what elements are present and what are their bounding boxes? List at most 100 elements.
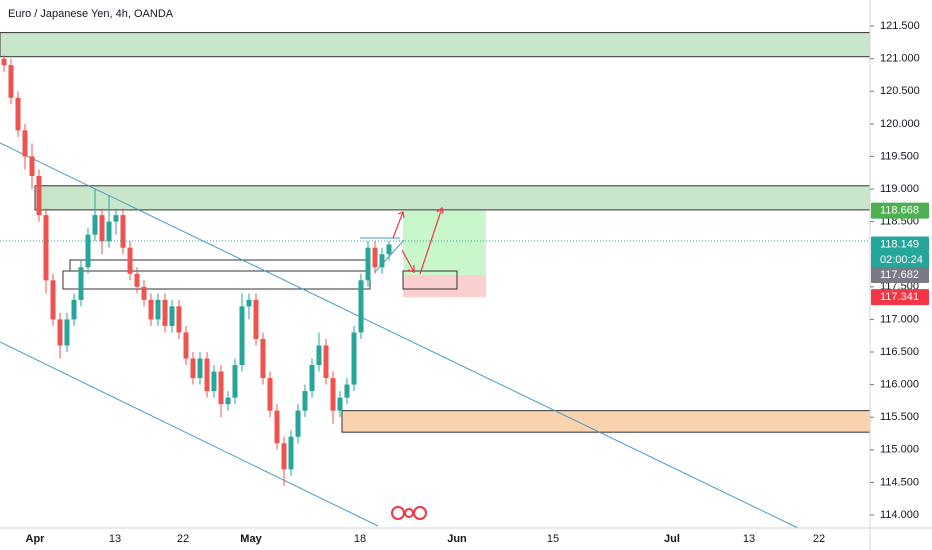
candle-body bbox=[183, 332, 189, 359]
price-tag-box bbox=[871, 202, 929, 219]
x-tick-label: May bbox=[240, 533, 262, 545]
candle-body bbox=[92, 215, 98, 235]
candle-body bbox=[169, 306, 175, 326]
candle-body bbox=[36, 176, 42, 216]
y-tick-label: 116.500 bbox=[880, 346, 919, 358]
arrow bbox=[419, 206, 444, 275]
candle-body bbox=[330, 378, 336, 411]
logo-ring bbox=[404, 508, 414, 518]
price-tag-label: 118.149 bbox=[880, 238, 919, 250]
candle-body bbox=[15, 97, 21, 131]
candle-body bbox=[64, 319, 70, 346]
price-tag-label: 117.682 bbox=[880, 269, 919, 281]
candle-body bbox=[162, 299, 168, 326]
y-tick-label: 114.000 bbox=[880, 509, 919, 521]
logo-ring bbox=[413, 506, 427, 520]
y-tick-label: 120.000 bbox=[880, 118, 920, 130]
x-tick-label: 15 bbox=[547, 533, 559, 545]
y-tick-label: 120.500 bbox=[880, 85, 920, 97]
candle-body bbox=[120, 215, 126, 248]
candle-body bbox=[50, 280, 56, 320]
price-tag-label: 117.341 bbox=[880, 291, 919, 303]
trend-line bbox=[0, 142, 799, 529]
candle-body bbox=[71, 299, 77, 320]
candle-body bbox=[197, 358, 203, 379]
y-tick-label: 119.000 bbox=[880, 183, 919, 195]
x-tick-label: 22 bbox=[177, 533, 189, 545]
candle-body bbox=[57, 319, 63, 346]
y-tick-label: 115.000 bbox=[880, 444, 919, 456]
candle-body bbox=[232, 365, 238, 398]
price-tag: 117.341 bbox=[871, 289, 929, 306]
candle-body bbox=[239, 306, 245, 366]
y-tick-label: 116.000 bbox=[880, 378, 919, 390]
candle-body bbox=[379, 254, 385, 268]
candle-body bbox=[85, 234, 91, 268]
logo bbox=[391, 506, 427, 520]
arrow bbox=[392, 211, 405, 239]
candle-body bbox=[309, 365, 315, 392]
candle-body bbox=[22, 130, 28, 157]
candle-body bbox=[260, 338, 266, 379]
x-tick-label: 18 bbox=[354, 533, 366, 545]
y-tick-label: 117.000 bbox=[880, 313, 919, 325]
price-tag-box bbox=[871, 266, 929, 283]
candle-body bbox=[351, 332, 357, 385]
candle-body bbox=[106, 221, 112, 242]
candle-body bbox=[267, 378, 273, 411]
candle-body bbox=[274, 410, 280, 444]
candle-body bbox=[302, 391, 308, 411]
zone bbox=[34, 185, 871, 211]
arrows bbox=[392, 206, 444, 275]
x-tick-label: 22 bbox=[813, 533, 825, 545]
candle-body bbox=[386, 244, 392, 255]
candle-body bbox=[211, 371, 217, 392]
candle-body bbox=[1, 58, 7, 66]
candle-body bbox=[141, 286, 147, 300]
candle-body bbox=[281, 443, 287, 470]
candle-body bbox=[99, 215, 105, 242]
arrow bbox=[401, 249, 415, 273]
candle-body bbox=[8, 65, 14, 98]
y-tick-label: 121.000 bbox=[880, 53, 920, 65]
price-tag: 117.682 bbox=[871, 266, 929, 283]
zone bbox=[403, 274, 486, 298]
y-tick-label: 115.500 bbox=[880, 411, 919, 423]
box-outline bbox=[402, 270, 458, 290]
candle-body bbox=[204, 358, 210, 392]
candle-body bbox=[127, 247, 133, 274]
candle-body bbox=[323, 345, 329, 379]
x-tick-label: 13 bbox=[109, 533, 121, 545]
candle-body bbox=[134, 273, 140, 287]
candle-body bbox=[78, 267, 84, 300]
candle-body bbox=[253, 299, 259, 339]
candle-body bbox=[365, 247, 371, 281]
candle-body bbox=[225, 397, 231, 405]
x-tick-label: Apr bbox=[26, 533, 46, 545]
candle-body bbox=[218, 371, 224, 405]
x-tick-label: 13 bbox=[743, 533, 755, 545]
candle-body bbox=[29, 156, 35, 176]
box-outline bbox=[62, 270, 371, 290]
candle-body bbox=[190, 358, 196, 379]
x-tick-label: Jun bbox=[447, 533, 467, 545]
countdown: 02:00:24 bbox=[880, 254, 923, 266]
y-tick-label: 121.500 bbox=[880, 20, 920, 32]
candle-body bbox=[372, 247, 378, 268]
y-tick-label: 114.500 bbox=[880, 476, 919, 488]
candle-body bbox=[176, 306, 182, 333]
candle-body bbox=[316, 345, 322, 366]
candle-body bbox=[295, 410, 301, 437]
price-tag-label: 118.668 bbox=[880, 205, 919, 217]
price-tag: 118.668 bbox=[871, 202, 929, 219]
y-tick-label: 119.500 bbox=[880, 150, 919, 162]
candle-body bbox=[113, 215, 119, 222]
price-tag-box bbox=[871, 289, 929, 306]
price-tag: 118.149 02:00:24 bbox=[871, 236, 929, 268]
logo-ring bbox=[391, 506, 405, 520]
candle-body bbox=[43, 215, 49, 281]
candle-body bbox=[155, 299, 161, 320]
candle-body bbox=[246, 299, 252, 307]
zone bbox=[0, 32, 871, 58]
